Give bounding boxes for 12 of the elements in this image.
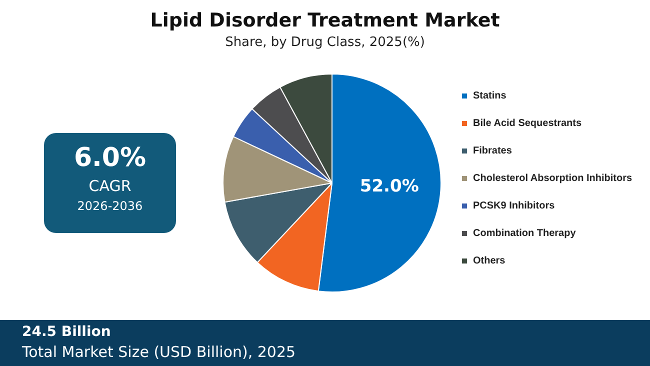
legend-label: PCSK9 Inhibitors	[473, 200, 556, 212]
chart-title: Lipid Disorder Treatment Market	[150, 10, 500, 32]
legend-label: Combination Therapy	[473, 228, 576, 239]
market-size-banner: 24.5 Billion Total Market Size (USD Billion), 2025	[0, 320, 650, 366]
legend-label: Cholesterol Absorption Inhibitors	[473, 173, 633, 184]
chart-subtitle: Share, by Drug Class, 2025(%)	[225, 35, 425, 50]
legend-label: Statins	[473, 90, 507, 102]
legend-label: Others	[473, 256, 506, 266]
legend-label: Fibrates	[473, 146, 512, 156]
legend-label: Bile Acid Sequestrants	[473, 118, 582, 129]
data-label: 52.0%	[360, 176, 419, 197]
cagr-card: 6.0% CAGR 2026-2036	[44, 133, 176, 233]
